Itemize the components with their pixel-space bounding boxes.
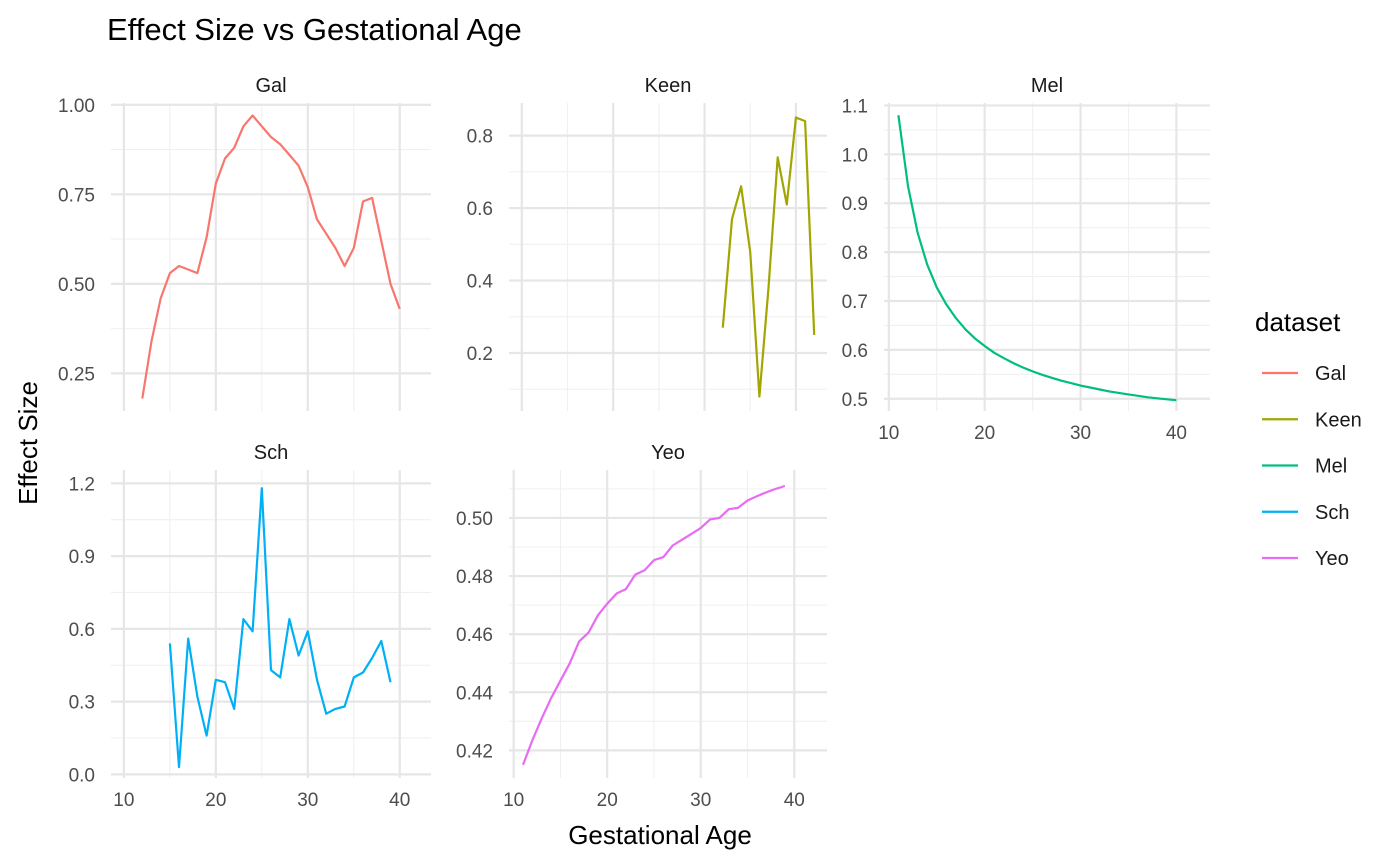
panel-sch: Sch 0.0 0.3 0.6 0.9 1.2 10 20 30 40 <box>69 442 431 811</box>
y-tick-label: 0.8 <box>842 243 868 264</box>
y-tick-label: 0.9 <box>842 194 868 215</box>
legend-entry-mel: Mel <box>1262 456 1347 478</box>
x-tick-label: 10 <box>878 423 899 444</box>
y-tick-label: 0.7 <box>842 292 868 313</box>
y-tick-label: 0.42 <box>456 741 493 762</box>
legend-entry-gal: Gal <box>1262 363 1346 385</box>
y-tick-label: 0.6 <box>467 199 493 220</box>
y-tick-label: 0.44 <box>456 683 493 704</box>
y-tick-label: 0.8 <box>467 127 493 148</box>
panel-keen: Keen 0.2 0.4 0.6 0.8 <box>467 75 827 411</box>
y-tick-label: 1.2 <box>69 474 95 495</box>
legend: Gal Keen Mel Sch Yeo <box>1262 363 1362 570</box>
legend-entry-sch: Sch <box>1262 502 1349 524</box>
series-line-yeo <box>521 484 786 766</box>
y-tick-label: 0.6 <box>842 341 868 362</box>
legend-entry-keen: Keen <box>1262 409 1362 431</box>
y-tick-label: 0.9 <box>69 547 95 568</box>
y-tick-label: 1.0 <box>842 145 868 166</box>
y-tick-label: 0.46 <box>456 625 493 646</box>
legend-label: Yeo <box>1315 548 1349 570</box>
legend-label: Gal <box>1315 363 1346 385</box>
facet-strip-label: Keen <box>645 75 692 97</box>
x-tick-label: 20 <box>205 790 226 811</box>
y-tick-label: 0.3 <box>69 693 95 714</box>
series-line-sch <box>168 487 392 769</box>
chart-title: Effect Size vs Gestational Age <box>107 12 522 47</box>
y-tick-label: 0.25 <box>58 364 95 385</box>
panel-mel: Mel 0.5 0.6 0.7 0.8 0.9 1.0 1.1 10 20 30 40 <box>842 75 1210 444</box>
legend-entry-yeo: Yeo <box>1262 548 1349 570</box>
legend-label: Sch <box>1315 502 1349 524</box>
x-tick-label: 40 <box>389 790 410 811</box>
x-tick-label: 10 <box>503 790 524 811</box>
facet-strip-label: Yeo <box>651 442 685 464</box>
y-tick-label: 0.48 <box>456 567 493 588</box>
legend-label: Mel <box>1315 456 1347 478</box>
facet-strip-label: Mel <box>1031 75 1063 97</box>
y-tick-label: 0.50 <box>456 509 493 530</box>
y-tick-label: 0.75 <box>58 185 95 206</box>
y-tick-label: 0.6 <box>69 620 95 641</box>
series-line-gal <box>141 114 401 399</box>
x-tick-label: 10 <box>113 790 134 811</box>
legend-label: Keen <box>1315 409 1362 431</box>
x-tick-label: 30 <box>1070 423 1091 444</box>
y-tick-label: 1.1 <box>842 96 868 117</box>
legend-title: dataset <box>1255 307 1341 337</box>
y-axis-title: Effect Size <box>13 381 43 505</box>
facet-panels: Gal 0.25 0.50 0.75 1.00 Keen 0.2 0.4 0.6 0.8 Mel 0.… <box>58 75 1210 811</box>
x-tick-label: 30 <box>690 790 711 811</box>
y-tick-label: 0.0 <box>69 765 95 786</box>
x-tick-label: 20 <box>597 790 618 811</box>
x-axis-title: Gestational Age <box>568 820 752 850</box>
facet-strip-label: Sch <box>254 442 288 464</box>
x-tick-label: 40 <box>1166 423 1187 444</box>
panel-yeo: Yeo 0.42 0.44 0.46 0.48 0.50 10 20 30 40 <box>456 442 827 811</box>
series-line-keen <box>721 116 816 398</box>
x-tick-label: 40 <box>784 790 805 811</box>
x-tick-label: 20 <box>974 423 995 444</box>
panel-gal: Gal 0.25 0.50 0.75 1.00 <box>58 75 431 411</box>
y-tick-label: 0.5 <box>842 390 868 411</box>
facet-strip-label: Gal <box>255 75 286 97</box>
y-tick-label: 1.00 <box>58 96 95 117</box>
series-line-mel <box>897 115 1177 402</box>
y-tick-label: 0.4 <box>467 272 494 293</box>
y-tick-label: 0.50 <box>58 275 95 296</box>
x-tick-label: 30 <box>297 790 318 811</box>
y-tick-label: 0.2 <box>467 344 493 365</box>
